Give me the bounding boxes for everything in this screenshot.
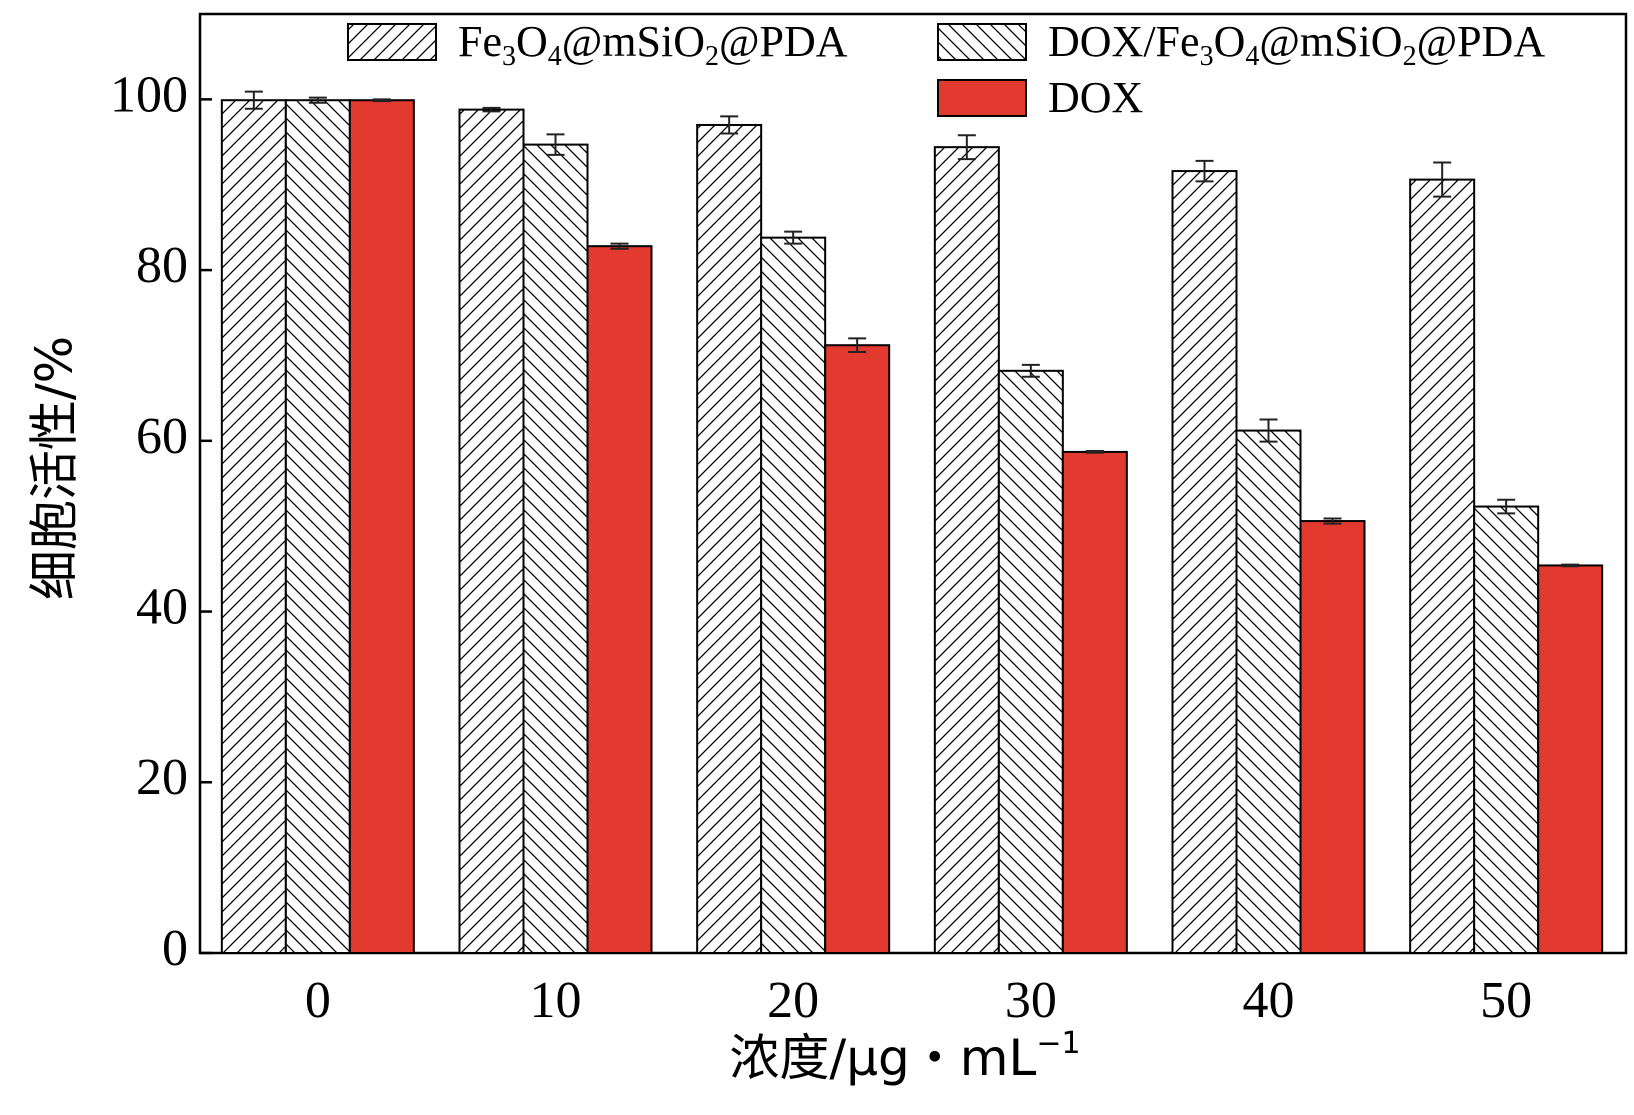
x-tick-label: 0 bbox=[305, 972, 331, 1029]
bar-2-40 bbox=[1235, 429, 1302, 955]
x-tick-label: 30 bbox=[1005, 972, 1057, 1029]
x-tick-label: 50 bbox=[1480, 972, 1532, 1029]
legend-swatch-1 bbox=[347, 23, 437, 61]
bar-1-0 bbox=[220, 99, 287, 954]
bar-1-30 bbox=[933, 146, 1000, 954]
y-tick-label: 20 bbox=[136, 749, 188, 806]
legend-label-1: Fe3O4@mSiO2@PDA bbox=[458, 17, 848, 72]
y-tick-label: 0 bbox=[162, 920, 188, 977]
plot-frame bbox=[198, 12, 1628, 955]
legend-subscript: 4 bbox=[548, 41, 562, 72]
bar-1-40 bbox=[1171, 170, 1238, 954]
legend-label-3: DOX bbox=[1048, 73, 1143, 122]
y-tick-label: 80 bbox=[136, 237, 188, 294]
x-axis-title-superscript: −1 bbox=[1036, 1026, 1080, 1061]
legend-subscript: 2 bbox=[705, 41, 719, 72]
x-axis-title: 浓度/μg・mL−1 bbox=[729, 1026, 1080, 1087]
x-tick-label: 10 bbox=[530, 972, 582, 1029]
bar-3-40 bbox=[1299, 520, 1366, 954]
bar-2-10 bbox=[522, 143, 589, 954]
legend-text-part: @mSiO bbox=[562, 17, 705, 66]
legend-swatch-2 bbox=[937, 23, 1027, 61]
y-axis-title: 细胞活性/% bbox=[26, 336, 84, 600]
legend-subscript: 2 bbox=[1403, 41, 1417, 72]
x-axis-title-main: 浓度/μg・mL bbox=[729, 1029, 1036, 1087]
bar-3-10 bbox=[586, 245, 653, 954]
legend-subscript: 3 bbox=[1200, 41, 1214, 72]
bar-2-30 bbox=[997, 369, 1064, 954]
bar-2-0 bbox=[284, 99, 351, 954]
legend-text-part: DOX bbox=[1048, 73, 1143, 122]
legend-text-part: DOX/Fe bbox=[1048, 17, 1200, 66]
legend-text-part: O bbox=[1214, 17, 1246, 66]
y-tick-label: 40 bbox=[136, 578, 188, 635]
x-tick-label: 20 bbox=[767, 972, 819, 1029]
bar-1-10 bbox=[458, 108, 525, 954]
bar-3-20 bbox=[824, 344, 891, 954]
bar-1-20 bbox=[696, 123, 763, 955]
legend-text-part: @PDA bbox=[719, 17, 848, 66]
bar-3-30 bbox=[1061, 450, 1128, 954]
legend-label-2: DOX/Fe3O4@mSiO2@PDA bbox=[1048, 17, 1545, 72]
plot-area: 0 20 40 60 80 100 0 10 20 30 40 50 bbox=[110, 12, 1628, 1029]
legend-subscript: 4 bbox=[1245, 41, 1259, 72]
bar-2-20 bbox=[760, 236, 827, 955]
bar-3-50 bbox=[1537, 564, 1604, 954]
legend-text-part: @mSiO bbox=[1259, 17, 1402, 66]
legend-text-part: O bbox=[516, 17, 548, 66]
bar-1-50 bbox=[1409, 178, 1476, 954]
x-tick-label: 40 bbox=[1243, 972, 1295, 1029]
y-tick-label: 60 bbox=[136, 408, 188, 465]
y-tick-label: 100 bbox=[110, 66, 188, 123]
legend-text-part: Fe bbox=[458, 17, 502, 66]
legend-subscript: 3 bbox=[502, 41, 516, 72]
legend-swatch-3 bbox=[937, 79, 1027, 117]
legend-text-part: @PDA bbox=[1417, 17, 1546, 66]
bar-3-0 bbox=[348, 99, 415, 954]
bar-2-50 bbox=[1473, 505, 1540, 954]
